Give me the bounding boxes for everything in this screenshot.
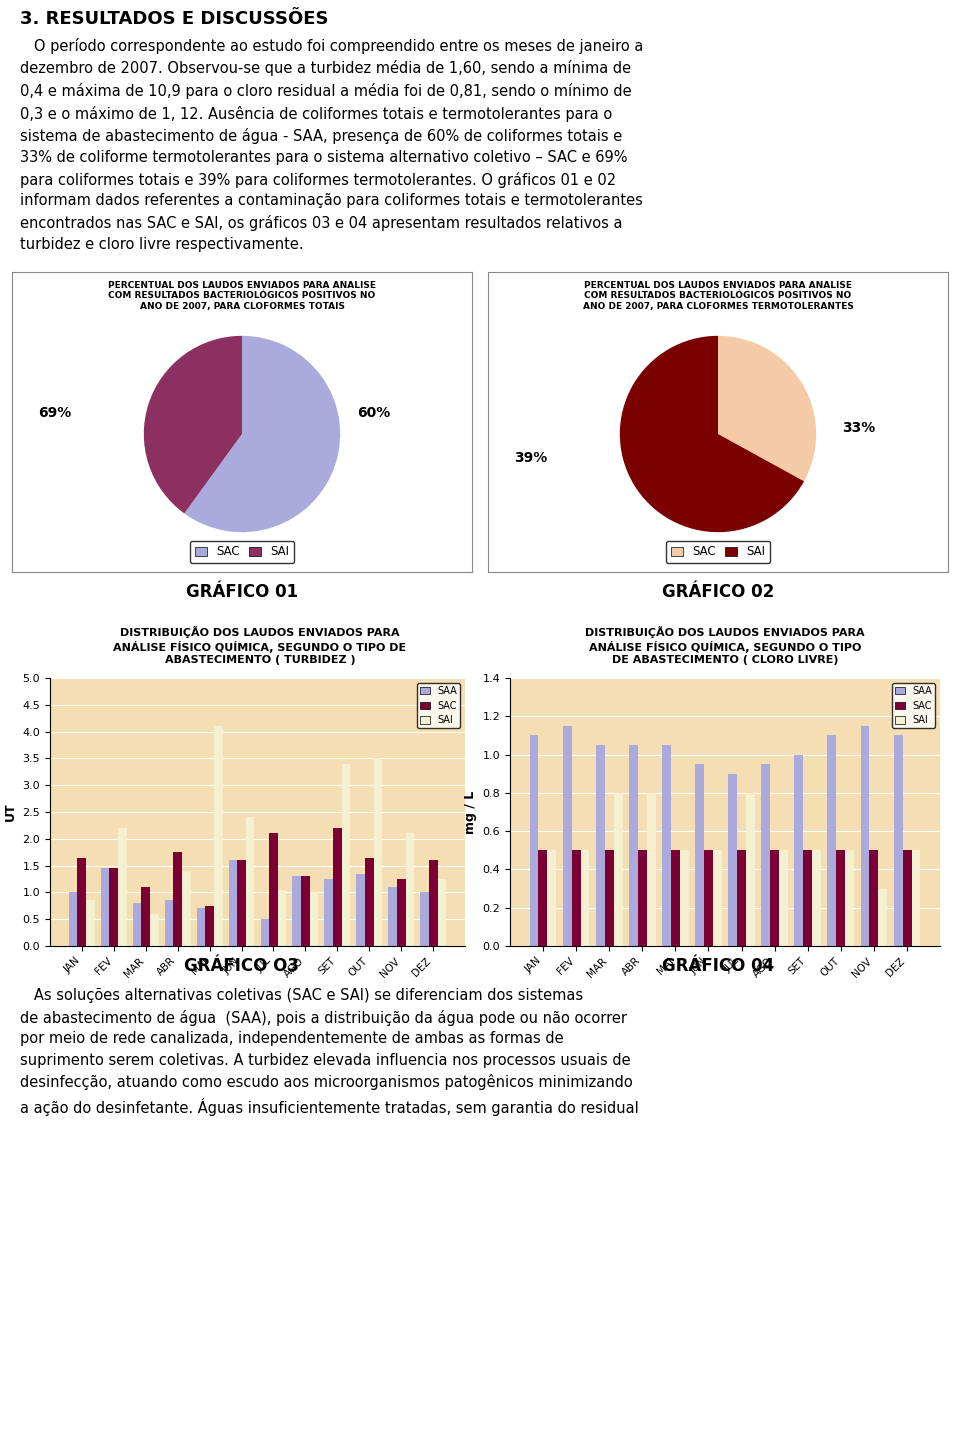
Bar — [228, 860, 237, 946]
Text: PERCENTUAL DOS LAUDOS ENVIADOS PARA ANALISE
COM RESULTADOS BACTERIOLÓGICOS POSIT: PERCENTUAL DOS LAUDOS ENVIADOS PARA ANAL… — [108, 281, 376, 310]
Bar — [141, 887, 150, 946]
Text: PERCENTUAL DOS LAUDOS ENVIADOS PARA ANALISE
COM RESULTADOS BACTERIOLÓGICOS POSIT: PERCENTUAL DOS LAUDOS ENVIADOS PARA ANAL… — [583, 281, 853, 310]
Bar — [761, 764, 770, 946]
Bar — [728, 773, 737, 946]
Bar — [878, 888, 887, 946]
Bar — [804, 850, 812, 946]
Bar — [420, 893, 429, 946]
Bar — [828, 735, 836, 946]
Bar — [86, 900, 95, 946]
Bar — [69, 893, 78, 946]
Text: 3. RESULTADOS E DISCUSSÕES: 3. RESULTADOS E DISCUSSÕES — [20, 10, 328, 28]
Bar — [547, 850, 557, 946]
Text: GRÁFICO 04: GRÁFICO 04 — [661, 957, 774, 976]
Bar — [356, 874, 365, 946]
Text: GRÁFICO 01: GRÁFICO 01 — [186, 582, 298, 601]
Bar — [794, 754, 804, 946]
Legend: SAC, SAI: SAC, SAI — [190, 540, 294, 563]
Bar — [530, 735, 539, 946]
Y-axis label: UT: UT — [4, 802, 17, 821]
Bar — [182, 871, 191, 946]
Bar — [342, 764, 350, 946]
Bar — [150, 914, 158, 946]
Bar — [324, 879, 333, 946]
Bar — [596, 745, 605, 946]
Text: DISTRIBUIÇÃO DOS LAUDOS ENVIADOS PARA
ANÁLISE FÍSICO QUÍMICA, SEGUNDO O TIPO DE
: DISTRIBUIÇÃO DOS LAUDOS ENVIADOS PARA AN… — [113, 626, 407, 665]
Bar — [310, 893, 319, 946]
Bar — [680, 850, 688, 946]
Bar — [301, 877, 310, 946]
Bar — [770, 850, 780, 946]
Bar — [205, 906, 214, 946]
Bar — [388, 887, 396, 946]
Bar — [197, 909, 205, 946]
Bar — [870, 850, 878, 946]
Text: DISTRIBUIÇÃO DOS LAUDOS ENVIADOS PARA
ANÁLISE FÍSICO QUÍMICA, SEGUNDO O TIPO
DE : DISTRIBUIÇÃO DOS LAUDOS ENVIADOS PARA AN… — [586, 626, 865, 665]
Bar — [695, 764, 704, 946]
Bar — [780, 850, 788, 946]
Text: GRÁFICO 02: GRÁFICO 02 — [661, 582, 774, 601]
Text: O período correspondente ao estudo foi compreendido entre os meses de janeiro a
: O período correspondente ao estudo foi c… — [20, 38, 643, 252]
Text: GRÁFICO O3: GRÁFICO O3 — [184, 957, 300, 976]
Bar — [109, 868, 118, 946]
Bar — [277, 890, 286, 946]
Bar — [237, 860, 246, 946]
Bar — [812, 850, 821, 946]
Bar — [613, 794, 622, 946]
Bar — [704, 850, 713, 946]
Text: 60%: 60% — [357, 406, 391, 419]
Bar — [101, 868, 109, 946]
Legend: SAA, SAC, SAI: SAA, SAC, SAI — [892, 683, 935, 728]
Bar — [132, 903, 141, 946]
Text: 33%: 33% — [842, 421, 876, 435]
Bar — [902, 850, 911, 946]
Text: 39%: 39% — [515, 451, 548, 464]
Text: As soluções alternativas coletivas (SAC e SAI) se diferenciam dos sistemas
de ab: As soluções alternativas coletivas (SAC … — [20, 989, 638, 1115]
Legend: SAA, SAC, SAI: SAA, SAC, SAI — [417, 683, 460, 728]
Bar — [746, 794, 755, 946]
Bar — [637, 850, 647, 946]
Bar — [894, 735, 902, 946]
Bar — [260, 919, 269, 946]
Bar — [373, 759, 382, 946]
Bar — [647, 794, 656, 946]
Bar — [836, 850, 846, 946]
Bar — [246, 817, 254, 946]
Bar — [429, 860, 438, 946]
Bar — [174, 852, 182, 946]
Bar — [293, 877, 301, 946]
Bar — [333, 828, 342, 946]
Bar — [563, 727, 571, 946]
Bar — [365, 858, 373, 946]
Bar — [214, 727, 223, 946]
Bar — [438, 879, 446, 946]
Y-axis label: mg / L: mg / L — [464, 791, 477, 834]
Legend: SAC, SAI: SAC, SAI — [666, 540, 770, 563]
Bar — [405, 833, 414, 946]
Bar — [713, 850, 722, 946]
Bar — [629, 745, 637, 946]
Bar — [78, 858, 86, 946]
Bar — [118, 828, 127, 946]
Bar — [737, 850, 746, 946]
Text: 69%: 69% — [38, 406, 72, 419]
Bar — [269, 833, 277, 946]
Bar — [539, 850, 547, 946]
Bar — [846, 850, 854, 946]
Bar — [911, 850, 921, 946]
Bar — [571, 850, 581, 946]
Bar — [396, 879, 405, 946]
Bar — [581, 850, 589, 946]
Bar — [860, 727, 870, 946]
Bar — [662, 745, 671, 946]
Bar — [165, 900, 174, 946]
Bar — [605, 850, 613, 946]
Bar — [671, 850, 680, 946]
